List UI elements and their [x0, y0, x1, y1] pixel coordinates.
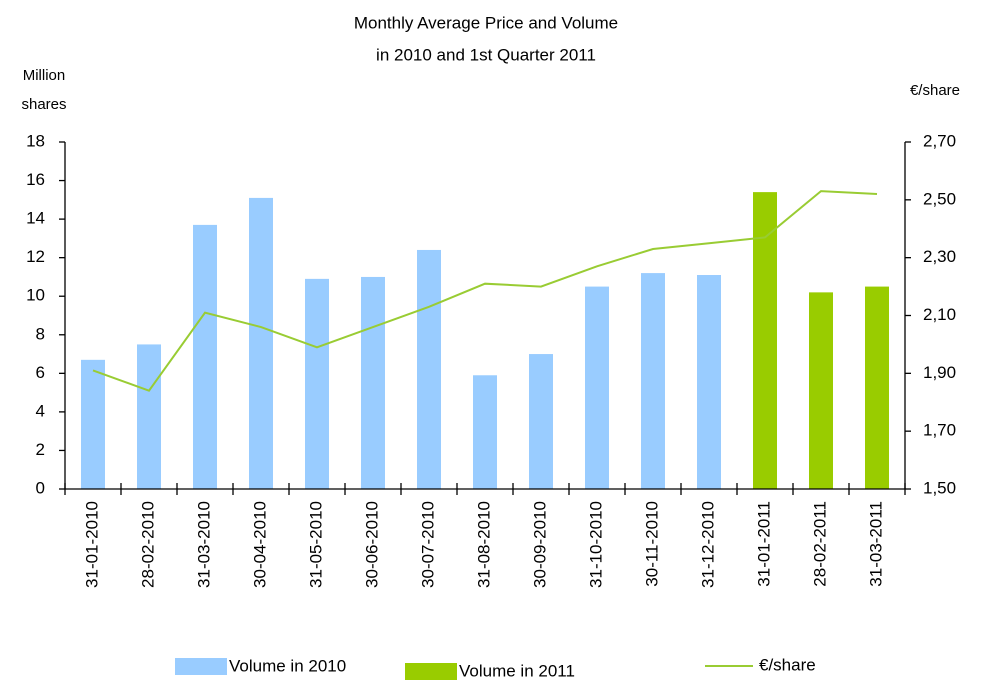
legend-label: Volume in 2011: [459, 661, 575, 680]
y2-tick-label: 2,50: [923, 189, 956, 208]
bar: [305, 278, 329, 489]
bar: [865, 286, 889, 489]
legend-label: €/share: [759, 655, 816, 674]
y-tick-label: 18: [26, 131, 45, 150]
y-tick-label: 0: [36, 478, 45, 497]
y-tick-label: 8: [36, 324, 45, 343]
x-tick-label: 31-12-2010: [698, 501, 717, 588]
y-axis-label: shares: [21, 96, 66, 113]
x-tick-label: 31-08-2010: [474, 501, 493, 588]
y2-tick-label: 1,50: [923, 478, 956, 497]
bar: [361, 276, 385, 489]
x-tick-label: 30-07-2010: [418, 501, 437, 588]
x-tick-label: 30-04-2010: [250, 501, 269, 588]
y-tick-label: 2: [36, 440, 45, 459]
bar: [529, 354, 553, 489]
y2-tick-label: 2,30: [923, 247, 956, 266]
bar: [81, 359, 105, 489]
x-tick-label: 30-09-2010: [530, 501, 549, 588]
y-tick-label: 4: [36, 401, 45, 420]
y-tick-label: 6: [36, 363, 45, 382]
bar: [585, 286, 609, 489]
legend-label: Volume in 2010: [229, 656, 346, 675]
bar: [193, 224, 217, 489]
x-tick-label: 31-10-2010: [586, 501, 605, 588]
bar: [249, 197, 273, 489]
y-tick-label: 12: [26, 247, 45, 266]
legend-swatch: [175, 658, 227, 675]
y2-tick-label: 2,70: [923, 131, 956, 150]
y-axis-label: Million: [23, 67, 66, 84]
y2-tick-label: 1,70: [923, 421, 956, 440]
x-tick-label: 31-03-2010: [194, 501, 213, 588]
bar: [697, 275, 721, 489]
chart-title: Monthly Average Price and Volume: [354, 13, 618, 32]
x-tick-label: 31-03-2011: [866, 501, 885, 587]
chart-title: in 2010 and 1st Quarter 2011: [376, 45, 596, 64]
price-line: [92, 190, 878, 392]
x-tick-label: 28-02-2010: [138, 501, 157, 588]
x-tick-label: 31-05-2010: [306, 501, 325, 588]
bar: [417, 249, 441, 489]
x-tick-label: 30-06-2010: [362, 501, 381, 588]
y2-axis-label: €/share: [910, 82, 960, 99]
legend-swatch: [405, 663, 457, 680]
y-tick-label: 16: [26, 170, 45, 189]
y-tick-label: 14: [26, 209, 45, 228]
x-tick-label: 30-11-2010: [642, 501, 661, 587]
bar: [641, 273, 665, 489]
y2-tick-label: 2,10: [923, 305, 956, 324]
bar: [809, 292, 833, 489]
x-tick-label: 31-01-2011: [754, 501, 773, 587]
x-tick-label: 28-02-2011: [810, 501, 829, 587]
x-tick-label: 31-01-2010: [82, 501, 101, 588]
bar: [137, 344, 161, 489]
y-tick-label: 10: [26, 286, 45, 305]
y2-tick-label: 1,90: [923, 363, 956, 382]
bar: [473, 375, 497, 489]
bar: [753, 192, 777, 489]
